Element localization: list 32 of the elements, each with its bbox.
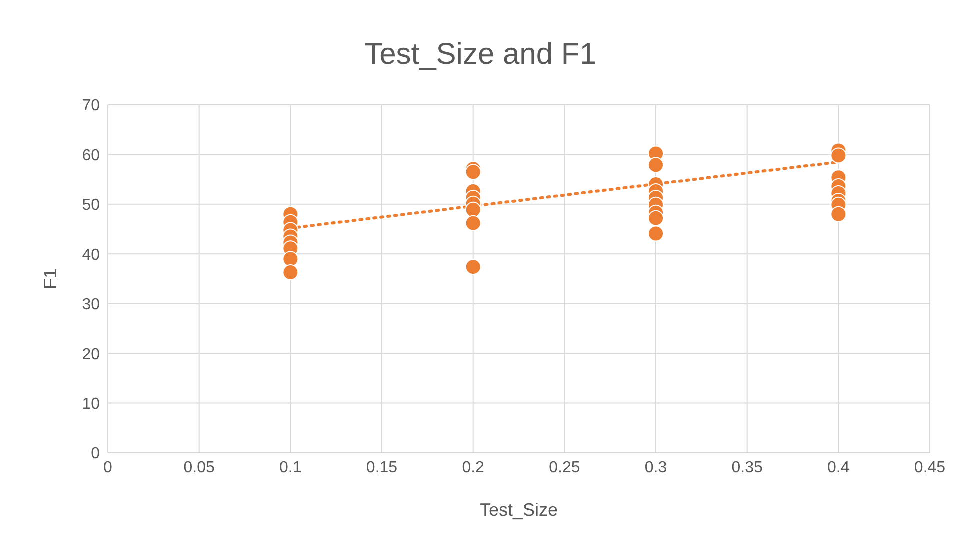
y-tick-label: 0 bbox=[91, 446, 100, 463]
y-tick-label: 10 bbox=[82, 396, 100, 413]
point bbox=[830, 206, 847, 222]
point bbox=[465, 164, 482, 180]
point bbox=[648, 157, 664, 174]
point bbox=[465, 259, 482, 276]
x-tick-label: 0.05 bbox=[184, 459, 216, 476]
y-axis-title: F1 bbox=[40, 268, 60, 290]
y-tick-label: 40 bbox=[82, 246, 100, 264]
x-tick-label: 0.45 bbox=[914, 459, 946, 476]
point bbox=[282, 251, 299, 268]
x-tick-label: 0.2 bbox=[462, 459, 485, 476]
point bbox=[648, 226, 664, 242]
x-tick-label: 0.1 bbox=[280, 459, 302, 476]
y-tick-label: 20 bbox=[82, 346, 100, 364]
y-tick-label: 60 bbox=[82, 147, 100, 164]
x-axis-title: Test_Size bbox=[480, 500, 558, 520]
x-tick-label: 0.35 bbox=[732, 459, 764, 476]
y-tick-label: 30 bbox=[82, 296, 100, 314]
y-tick-label: 70 bbox=[82, 98, 100, 115]
x-tick-label: 0.3 bbox=[644, 459, 668, 476]
y-tick-label: 50 bbox=[82, 197, 100, 214]
x-tick-label: 0 bbox=[104, 459, 113, 476]
x-tick-label: 0.15 bbox=[366, 459, 398, 476]
point bbox=[648, 210, 664, 226]
x-tick-label: 0.4 bbox=[828, 459, 850, 476]
point bbox=[830, 148, 847, 164]
point bbox=[465, 215, 482, 232]
x-tick-label: 0.25 bbox=[549, 459, 580, 476]
chart-title: Test_Size and F1 bbox=[364, 38, 598, 72]
point bbox=[282, 264, 299, 281]
point bbox=[465, 202, 482, 218]
